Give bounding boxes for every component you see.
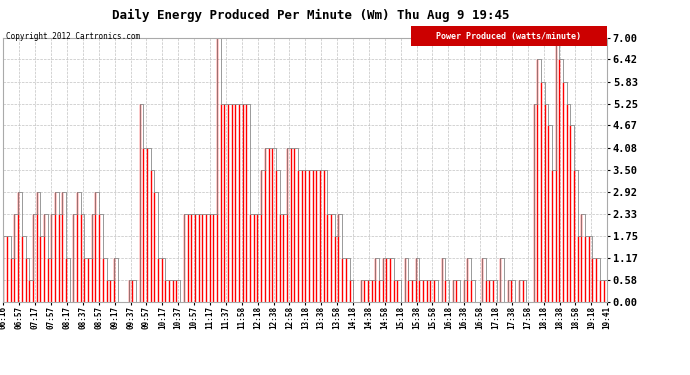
Text: Copyright 2012 Cartronics.com: Copyright 2012 Cartronics.com (6, 32, 139, 41)
Text: Power Produced (watts/minute): Power Produced (watts/minute) (436, 32, 582, 40)
Text: Daily Energy Produced Per Minute (Wm) Thu Aug 9 19:45: Daily Energy Produced Per Minute (Wm) Th… (112, 9, 509, 22)
